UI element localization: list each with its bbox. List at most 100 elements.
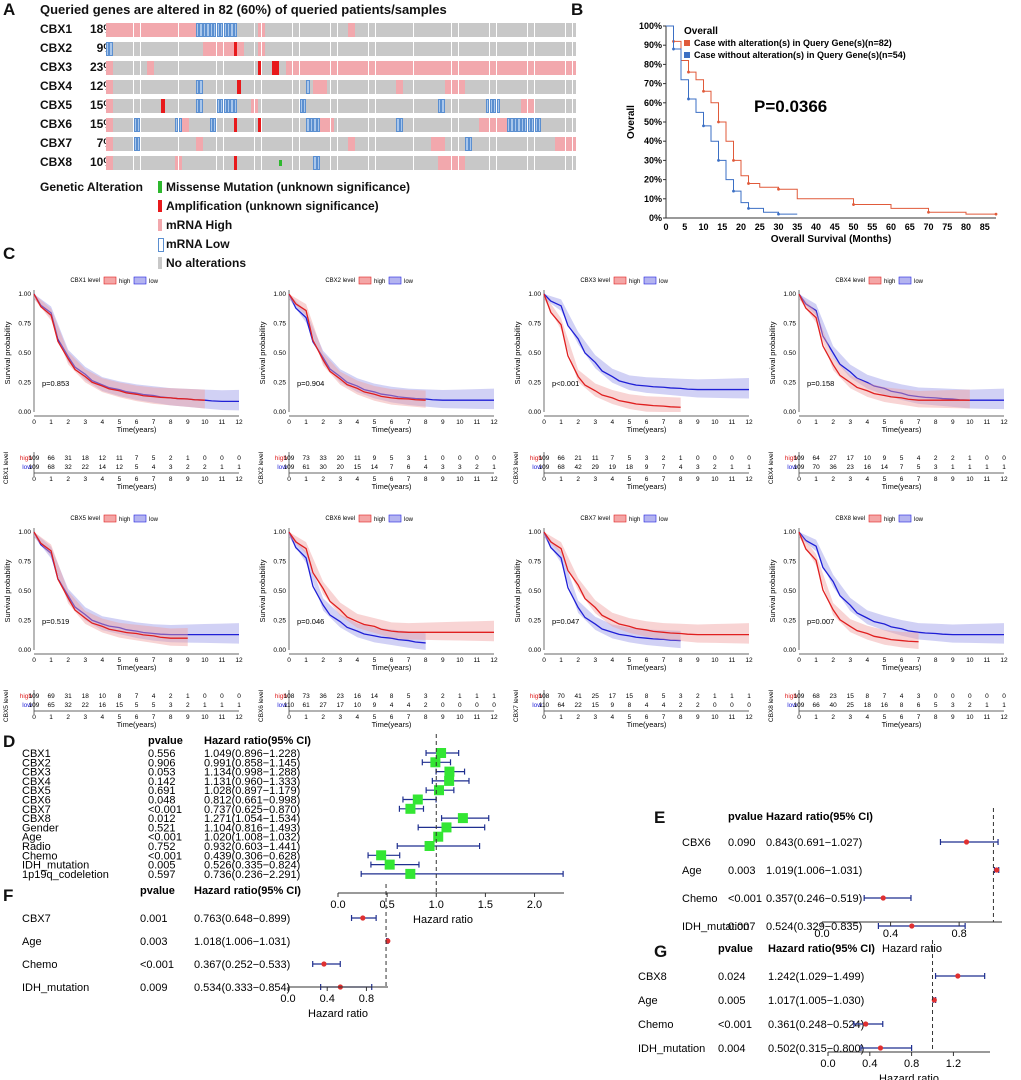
sample-cell <box>461 137 466 151</box>
hr-point <box>360 915 366 921</box>
sample-cell <box>306 80 310 94</box>
x-tick-label: 0.0 <box>330 899 345 911</box>
sample-cell <box>323 42 328 56</box>
risk-count-low: 110 <box>539 702 550 709</box>
risk-count-low: 29 <box>592 464 600 471</box>
risk-count-high: 41 <box>575 693 583 700</box>
sample-cell <box>368 80 372 94</box>
sample-cell <box>119 137 124 151</box>
x-tick-label: 60 <box>886 222 896 232</box>
sample-cell <box>499 137 504 151</box>
sample-cell <box>264 156 269 170</box>
sample-cell <box>468 99 473 113</box>
risk-low-label: low <box>787 464 797 471</box>
risk-count-low: 2 <box>203 464 207 471</box>
risk-count-low: 10 <box>354 702 362 709</box>
risk-count-low: 1 <box>237 702 241 709</box>
sample-cell <box>285 99 289 113</box>
sample-cell <box>109 118 113 132</box>
risk-x-tick: 7 <box>407 714 411 721</box>
sample-cell <box>133 118 137 132</box>
sample-cell <box>251 99 255 113</box>
risk-x-tick: 12 <box>745 714 753 721</box>
sample-cell <box>389 61 393 75</box>
legend-swatch-high <box>868 514 882 523</box>
sample-cell <box>496 156 500 170</box>
sample-cell <box>565 80 569 94</box>
y-axis-label: Survival probability <box>258 321 267 384</box>
sample-cell <box>513 99 518 113</box>
sample-cell <box>558 61 563 75</box>
sample-cell <box>137 137 141 151</box>
sample-cell <box>520 23 524 37</box>
sample-cell <box>572 23 576 37</box>
row-pvalue: <0.001 <box>148 804 182 816</box>
sample-cell <box>161 99 165 113</box>
risk-count-low: 9 <box>611 702 615 709</box>
row-name: Chemo <box>22 850 57 862</box>
y-tick-label: 0.75 <box>273 559 286 566</box>
sample-cell <box>178 61 182 75</box>
sample-cell <box>434 80 438 94</box>
risk-x-tick: 11 <box>219 714 226 721</box>
y-tick-label: 0.00 <box>783 647 796 654</box>
risk-count-high: 0 <box>203 693 207 700</box>
sample-cell <box>320 156 324 170</box>
y-axis-label: Survival probability <box>3 321 12 384</box>
y-tick-label: 0.75 <box>18 321 31 328</box>
legend-title: Overall <box>684 26 718 37</box>
sample-cell <box>123 156 127 170</box>
alteration-track <box>106 42 576 56</box>
x-axis-label: Hazard ratio <box>882 943 942 955</box>
sample-cell <box>150 156 155 170</box>
risk-count-low: 70 <box>812 464 820 471</box>
sample-cell <box>109 42 113 56</box>
y-tick-label: 70% <box>644 79 662 89</box>
sample-cell <box>351 118 355 132</box>
risk-x-tick: 4 <box>101 714 105 721</box>
x-tick-label: 12 <box>745 419 753 426</box>
low-ci-band <box>544 294 749 399</box>
sample-cell <box>126 99 131 113</box>
sample-cell <box>323 118 328 132</box>
sample-cell <box>565 42 569 56</box>
row-hr: 1.104(0.816−1.493) <box>204 822 300 834</box>
y-tick-label: 1.00 <box>528 529 541 536</box>
sample-cell <box>347 156 352 170</box>
legend-item: mRNA Low <box>158 237 230 252</box>
censor-mark <box>747 182 750 185</box>
sample-cell <box>309 80 314 94</box>
sample-cell <box>406 61 410 75</box>
x-tick-label: 0.0 <box>814 928 829 940</box>
sample-cell <box>192 61 196 75</box>
sample-cell <box>562 80 566 94</box>
sample-cell <box>524 137 528 151</box>
sample-cell <box>451 80 455 94</box>
sample-cell <box>123 99 127 113</box>
sample-cell <box>344 118 348 132</box>
sample-cell <box>202 156 207 170</box>
sample-cell <box>423 61 428 75</box>
y-tick-label: 0.50 <box>783 350 796 357</box>
row-hr: 1.028(0.897−1.179) <box>204 785 300 797</box>
row-pvalue: 0.906 <box>148 757 176 769</box>
sample-cell <box>289 61 293 75</box>
sample-cell <box>147 61 151 75</box>
sample-cell <box>389 42 393 56</box>
x-tick-label: 3 <box>338 419 342 426</box>
sample-cell <box>513 23 518 37</box>
sample-cell <box>188 61 193 75</box>
sample-cell <box>389 23 393 37</box>
sample-cell <box>147 156 151 170</box>
risk-x-tick: 5 <box>118 714 122 721</box>
risk-count-high: 11 <box>592 455 599 462</box>
risk-x-tick: 6 <box>900 476 904 483</box>
sample-cell <box>565 61 569 75</box>
sample-cell <box>569 80 573 94</box>
y-tick-label: 0.00 <box>18 647 31 654</box>
risk-x-label: Time(years) <box>117 720 157 729</box>
sample-cell <box>275 118 279 132</box>
sample-cell <box>565 118 569 132</box>
legend-swatch-low <box>133 276 147 285</box>
x-tick-label: 1 <box>49 657 53 664</box>
